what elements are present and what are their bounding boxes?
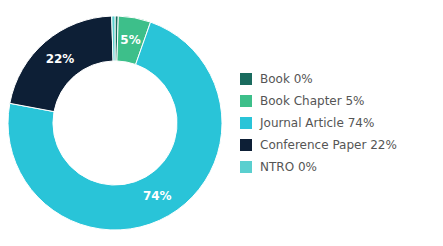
donut bbox=[8, 16, 222, 230]
data-label: 74% bbox=[143, 189, 172, 203]
legend-swatch bbox=[240, 161, 252, 173]
legend-swatch bbox=[240, 117, 252, 129]
legend-swatch bbox=[240, 139, 252, 151]
legend-label: Journal Article 74% bbox=[259, 116, 374, 130]
data-labels: 5% 74% 22% bbox=[46, 33, 172, 203]
slice bbox=[10, 16, 113, 112]
chart: 5% 74% 22% Book 0% Book Chapter 5% Journal Ar… bbox=[0, 0, 443, 246]
legend-item: Book Chapter 5% bbox=[240, 94, 365, 108]
legend-label: Book 0% bbox=[260, 72, 313, 86]
slice bbox=[112, 16, 115, 61]
data-label: 5% bbox=[120, 33, 140, 47]
legend-swatch bbox=[240, 95, 252, 107]
legend-swatch bbox=[240, 73, 252, 85]
legend-item: NTRO 0% bbox=[240, 160, 317, 174]
legend: Book 0% Book Chapter 5% Journal Article 74… bbox=[240, 72, 397, 174]
legend-label: NTRO 0% bbox=[260, 160, 317, 174]
legend-label: Book Chapter 5% bbox=[260, 94, 365, 108]
legend-item: Journal Article 74% bbox=[240, 116, 374, 130]
legend-item: Conference Paper 22% bbox=[240, 138, 397, 152]
legend-label: Conference Paper 22% bbox=[260, 138, 397, 152]
legend-item: Book 0% bbox=[240, 72, 313, 86]
data-label: 22% bbox=[46, 52, 75, 66]
